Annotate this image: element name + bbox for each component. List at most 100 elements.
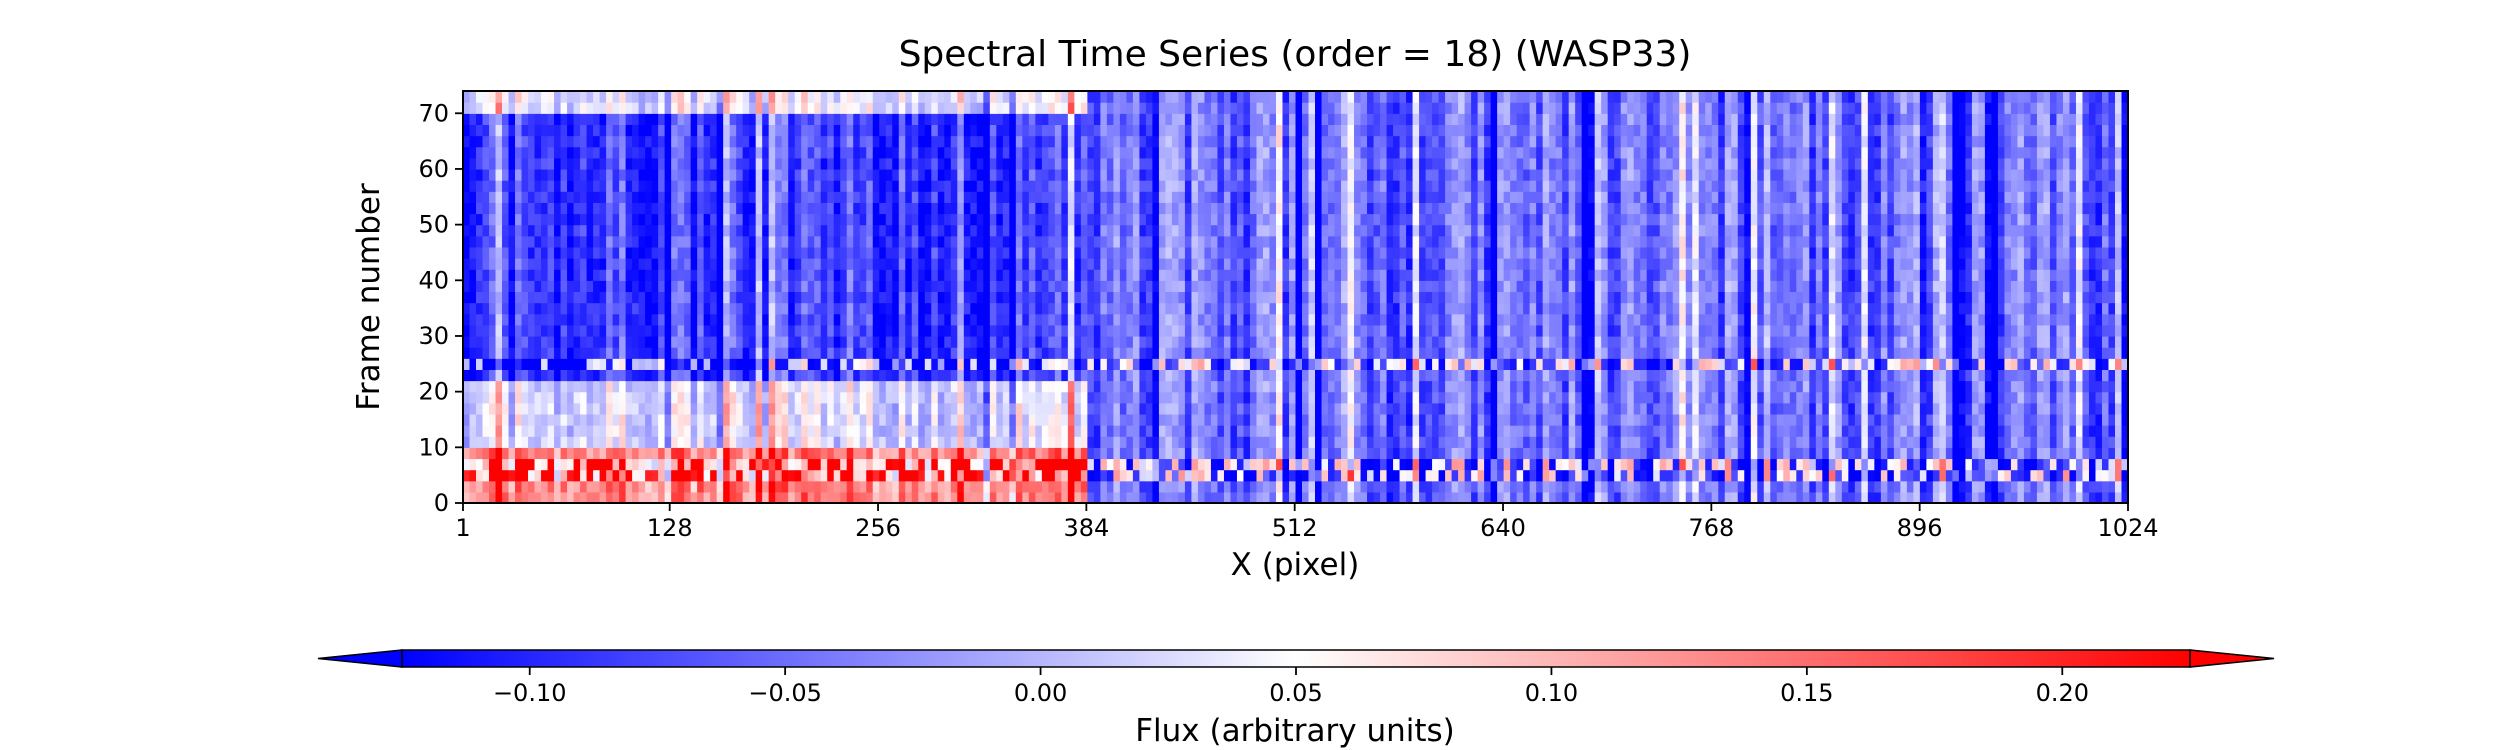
- heatmap-cell: [944, 369, 952, 382]
- heatmap-cell: [1380, 369, 1388, 382]
- heatmap-cell: [697, 347, 705, 359]
- heatmap-cell: [1171, 302, 1180, 315]
- heatmap-cell: [554, 335, 562, 348]
- heatmap-cell: [1223, 347, 1232, 359]
- heatmap-cell: [1614, 458, 1622, 471]
- heatmap-cell: [963, 369, 971, 382]
- heatmap-cell: [1958, 302, 1966, 315]
- heatmap-cell: [1145, 458, 1154, 471]
- heatmap-cell: [944, 313, 952, 326]
- heatmap-cell: [788, 291, 796, 304]
- heatmap-cell: [1984, 469, 1993, 482]
- heatmap-cell: [1575, 413, 1583, 426]
- heatmap-cell: [989, 347, 997, 359]
- heatmap-cell: [1692, 324, 1700, 337]
- heatmap-cell: [1679, 402, 1687, 415]
- heatmap-cell: [1380, 413, 1388, 426]
- heatmap-cell: [1679, 380, 1687, 393]
- heatmap-cell: [586, 391, 594, 404]
- heatmap-cell: [1328, 358, 1336, 370]
- heatmap-cell: [2030, 380, 2038, 393]
- heatmap-cell: [2004, 380, 2012, 393]
- heatmap-cell: [1666, 425, 1674, 437]
- heatmap-cell: [1633, 291, 1641, 304]
- heatmap-cell: [1445, 413, 1453, 426]
- heatmap-cell: [1848, 413, 1856, 426]
- heatmap-cell: [1158, 369, 1167, 382]
- heatmap-cell: [1243, 391, 1251, 404]
- heatmap-cell: [2108, 436, 2116, 448]
- heatmap-cell: [1724, 402, 1732, 415]
- heatmap-cell: [1718, 402, 1726, 415]
- heatmap-cell: [950, 358, 958, 370]
- heatmap-cell: [885, 380, 893, 393]
- heatmap-cell: [1386, 491, 1394, 504]
- heatmap-cell: [1737, 313, 1745, 326]
- heatmap-cell: [749, 302, 757, 315]
- heatmap-cell: [534, 491, 542, 504]
- heatmap-cell: [957, 313, 965, 326]
- heatmap-cell: [1054, 335, 1062, 348]
- heatmap-cell: [567, 391, 575, 404]
- heatmap-cell: [957, 402, 965, 415]
- heatmap-cell: [1601, 369, 1609, 382]
- heatmap-cell: [476, 280, 484, 293]
- heatmap-cell: [1861, 436, 1869, 448]
- heatmap-cell: [1158, 480, 1167, 493]
- heatmap-cell: [1659, 436, 1667, 448]
- heatmap-cell: [612, 413, 620, 426]
- heatmap-cell: [1080, 324, 1088, 337]
- heatmap-cell: [2036, 324, 2045, 337]
- heatmap-cell: [775, 358, 783, 370]
- heatmap-cell: [1763, 347, 1771, 359]
- heatmap-cell: [1880, 324, 1888, 337]
- heatmap-cell: [1054, 313, 1062, 326]
- heatmap-cell: [1737, 469, 1745, 482]
- heatmap-cell: [1341, 291, 1349, 304]
- heatmap-cell: [2088, 469, 2097, 482]
- heatmap-cell: [840, 391, 848, 404]
- heatmap-cell: [957, 291, 965, 304]
- heatmap-cell: [528, 469, 536, 482]
- heatmap-cell: [1243, 335, 1251, 348]
- heatmap-cell: [827, 469, 835, 482]
- heatmap-cell: [1048, 413, 1056, 426]
- heatmap-cell: [1763, 391, 1771, 404]
- heatmap-cell: [1048, 458, 1056, 471]
- heatmap-cell: [1178, 335, 1186, 348]
- heatmap-cell: [1698, 347, 1706, 359]
- heatmap-cell: [931, 402, 939, 415]
- heatmap-cell: [1328, 469, 1336, 482]
- heatmap-cell: [801, 369, 809, 382]
- heatmap-cell: [710, 413, 718, 426]
- heatmap-cell: [1269, 480, 1277, 493]
- heatmap-cell: [807, 413, 815, 426]
- heatmap-cell: [658, 458, 666, 471]
- heatmap-cell: [1373, 402, 1381, 415]
- heatmap-cell: [892, 480, 900, 493]
- heatmap-cell: [1341, 402, 1349, 415]
- heatmap-cell: [1308, 347, 1316, 359]
- heatmap-cell: [1328, 458, 1336, 471]
- heatmap-cell: [1132, 324, 1140, 337]
- heatmap-cell: [677, 447, 685, 460]
- heatmap-cell: [1445, 447, 1453, 460]
- heatmap-cell: [833, 425, 841, 437]
- heatmap-cell: [996, 425, 1004, 437]
- heatmap-cell: [814, 469, 822, 482]
- heatmap-cell: [1158, 491, 1167, 504]
- heatmap-cell: [820, 402, 828, 415]
- heatmap-cell: [632, 436, 640, 448]
- heatmap-cell: [1152, 369, 1160, 382]
- heatmap-cell: [872, 413, 880, 426]
- heatmap-cell: [944, 491, 952, 504]
- heatmap-cell: [794, 347, 802, 359]
- heatmap-cell: [1178, 313, 1186, 326]
- heatmap-cell: [625, 369, 633, 382]
- heatmap-cell: [872, 391, 880, 404]
- heatmap-cell: [1087, 425, 1095, 437]
- heatmap-cell: [1698, 436, 1706, 448]
- heatmap-cell: [1581, 413, 1589, 426]
- heatmap-cell: [1100, 291, 1108, 304]
- heatmap-cell: [931, 447, 939, 460]
